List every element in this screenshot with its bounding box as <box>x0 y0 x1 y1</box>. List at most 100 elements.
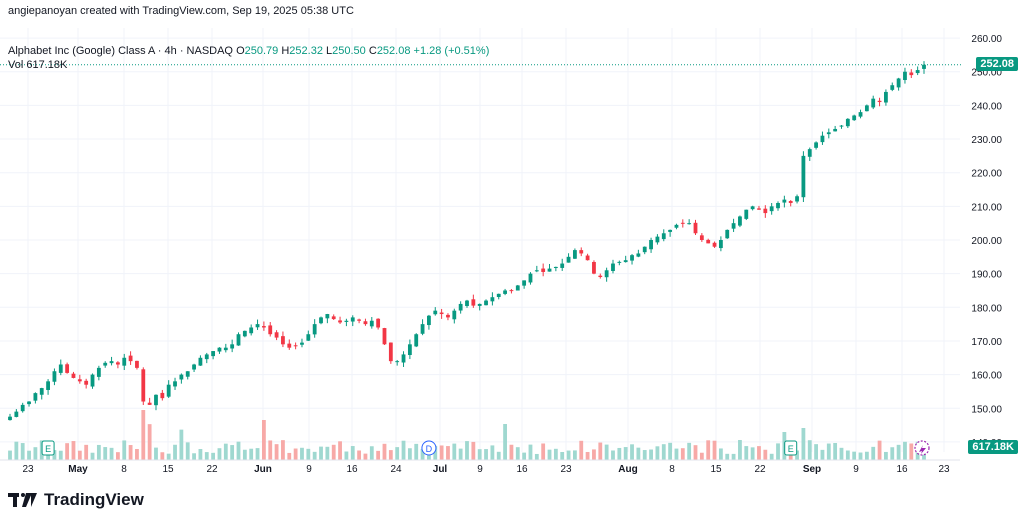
high-label: H <box>281 45 290 57</box>
candle-body <box>915 70 920 74</box>
volume-bar <box>807 440 812 460</box>
volume-bar <box>401 440 406 460</box>
volume-bar <box>58 450 63 460</box>
candle-body <box>706 239 711 244</box>
x-tick-label: 23 <box>938 464 950 475</box>
volume-bar <box>306 448 311 460</box>
candle-body <box>141 369 146 402</box>
candle-body <box>611 263 615 272</box>
candle-body <box>604 270 609 278</box>
candle-body <box>344 320 349 322</box>
brand-text: TradingView <box>44 490 144 509</box>
volume-bar <box>814 444 819 460</box>
volume-bar <box>458 448 463 460</box>
volume-bar <box>414 443 419 460</box>
earnings-marker[interactable]: E <box>784 440 798 456</box>
volume-bar <box>331 444 336 460</box>
volume-bar <box>65 443 70 460</box>
candle-body <box>84 380 89 385</box>
volume-bar <box>611 450 615 460</box>
candle-body <box>407 344 412 356</box>
candle-body <box>331 316 336 320</box>
footer-brand[interactable]: TradingView <box>8 490 144 510</box>
volume-bar <box>769 453 774 460</box>
candle-body <box>566 256 571 263</box>
candle-body <box>135 360 139 368</box>
volume-bar <box>845 450 850 460</box>
volume-bar <box>122 440 127 460</box>
volume-bar <box>192 453 196 460</box>
dividend-badge <box>421 440 437 456</box>
candle-body <box>312 324 317 335</box>
candle-body <box>528 273 533 283</box>
volume-bar <box>909 443 914 460</box>
candle-body <box>173 381 177 387</box>
candle-body <box>255 324 260 328</box>
volume-bar <box>630 444 634 460</box>
candle-body <box>820 135 825 143</box>
candle-body <box>826 132 831 135</box>
y-tick-label: 190.00 <box>971 270 1002 281</box>
volume-bar <box>135 448 139 460</box>
volume-bar <box>680 448 685 460</box>
volume-bar <box>706 440 711 460</box>
volume-bar <box>268 440 273 460</box>
y-tick-label: 200.00 <box>971 236 1002 247</box>
time-axis[interactable]: 23 May 8 15 22 Jun 9 16 24 Jul 9 16 23 Aug 8 15 22 Sep 9 16… <box>0 459 960 475</box>
volume-bar <box>77 450 82 460</box>
volume-bar <box>211 452 216 460</box>
volume-bar <box>661 444 666 460</box>
candle-body <box>763 208 768 214</box>
volume-bar <box>718 448 723 460</box>
volume-bar <box>230 445 235 460</box>
candle-body <box>477 303 482 306</box>
x-tick-label: 16 <box>896 464 908 475</box>
candle-body <box>541 268 546 272</box>
volume-bar <box>242 449 247 460</box>
volume-bar <box>452 443 457 460</box>
volume-bar <box>858 452 863 460</box>
volume-label: Vol <box>8 59 24 71</box>
candle-body <box>319 317 323 324</box>
volume-bar <box>649 449 653 460</box>
dividend-marker[interactable]: D <box>421 440 437 456</box>
candle-body <box>223 347 228 351</box>
volume-bar <box>871 446 876 460</box>
candle-body <box>560 263 565 268</box>
volume-bar <box>204 452 209 460</box>
candle-body <box>484 300 488 306</box>
candle-body <box>414 334 419 347</box>
price-axis[interactable]: 140.00150.00160.00170.00180.00190.00200.… <box>971 34 1002 449</box>
candle-body <box>103 362 108 366</box>
volume-bar <box>344 451 349 460</box>
candle-body <box>712 242 717 247</box>
candle-body <box>782 199 787 203</box>
candle-body <box>579 250 584 254</box>
volume-bar <box>572 450 577 460</box>
price-chart[interactable]: EDED 140.00150.00160.00170.00180.00190.0… <box>0 20 1024 482</box>
candle-body <box>8 416 12 421</box>
volume-bar <box>687 442 692 460</box>
candle-body <box>39 388 44 395</box>
candle-body <box>801 155 806 198</box>
x-tick-label: 22 <box>754 464 766 475</box>
candle-body <box>14 411 19 417</box>
candle-body <box>458 303 463 311</box>
chart-area[interactable]: EDED 140.00150.00160.00170.00180.00190.0… <box>0 20 1024 482</box>
candle-body <box>718 240 723 249</box>
candle-body <box>769 206 774 212</box>
volume-bar <box>109 447 114 460</box>
volume-bar <box>801 428 806 460</box>
x-tick-label: 23 <box>22 464 34 475</box>
y-tick-label: 220.00 <box>971 169 1002 180</box>
candle-body <box>300 342 304 345</box>
volume-bar <box>776 443 780 460</box>
event-markers[interactable]: EDED <box>41 440 1024 456</box>
candle-body <box>509 290 514 292</box>
volume-bar <box>484 449 488 460</box>
candle-body <box>71 373 76 378</box>
volume-bar <box>103 447 108 460</box>
volume-bar <box>592 449 596 460</box>
earnings-marker[interactable]: E <box>41 440 55 456</box>
volume-bar <box>617 447 622 460</box>
